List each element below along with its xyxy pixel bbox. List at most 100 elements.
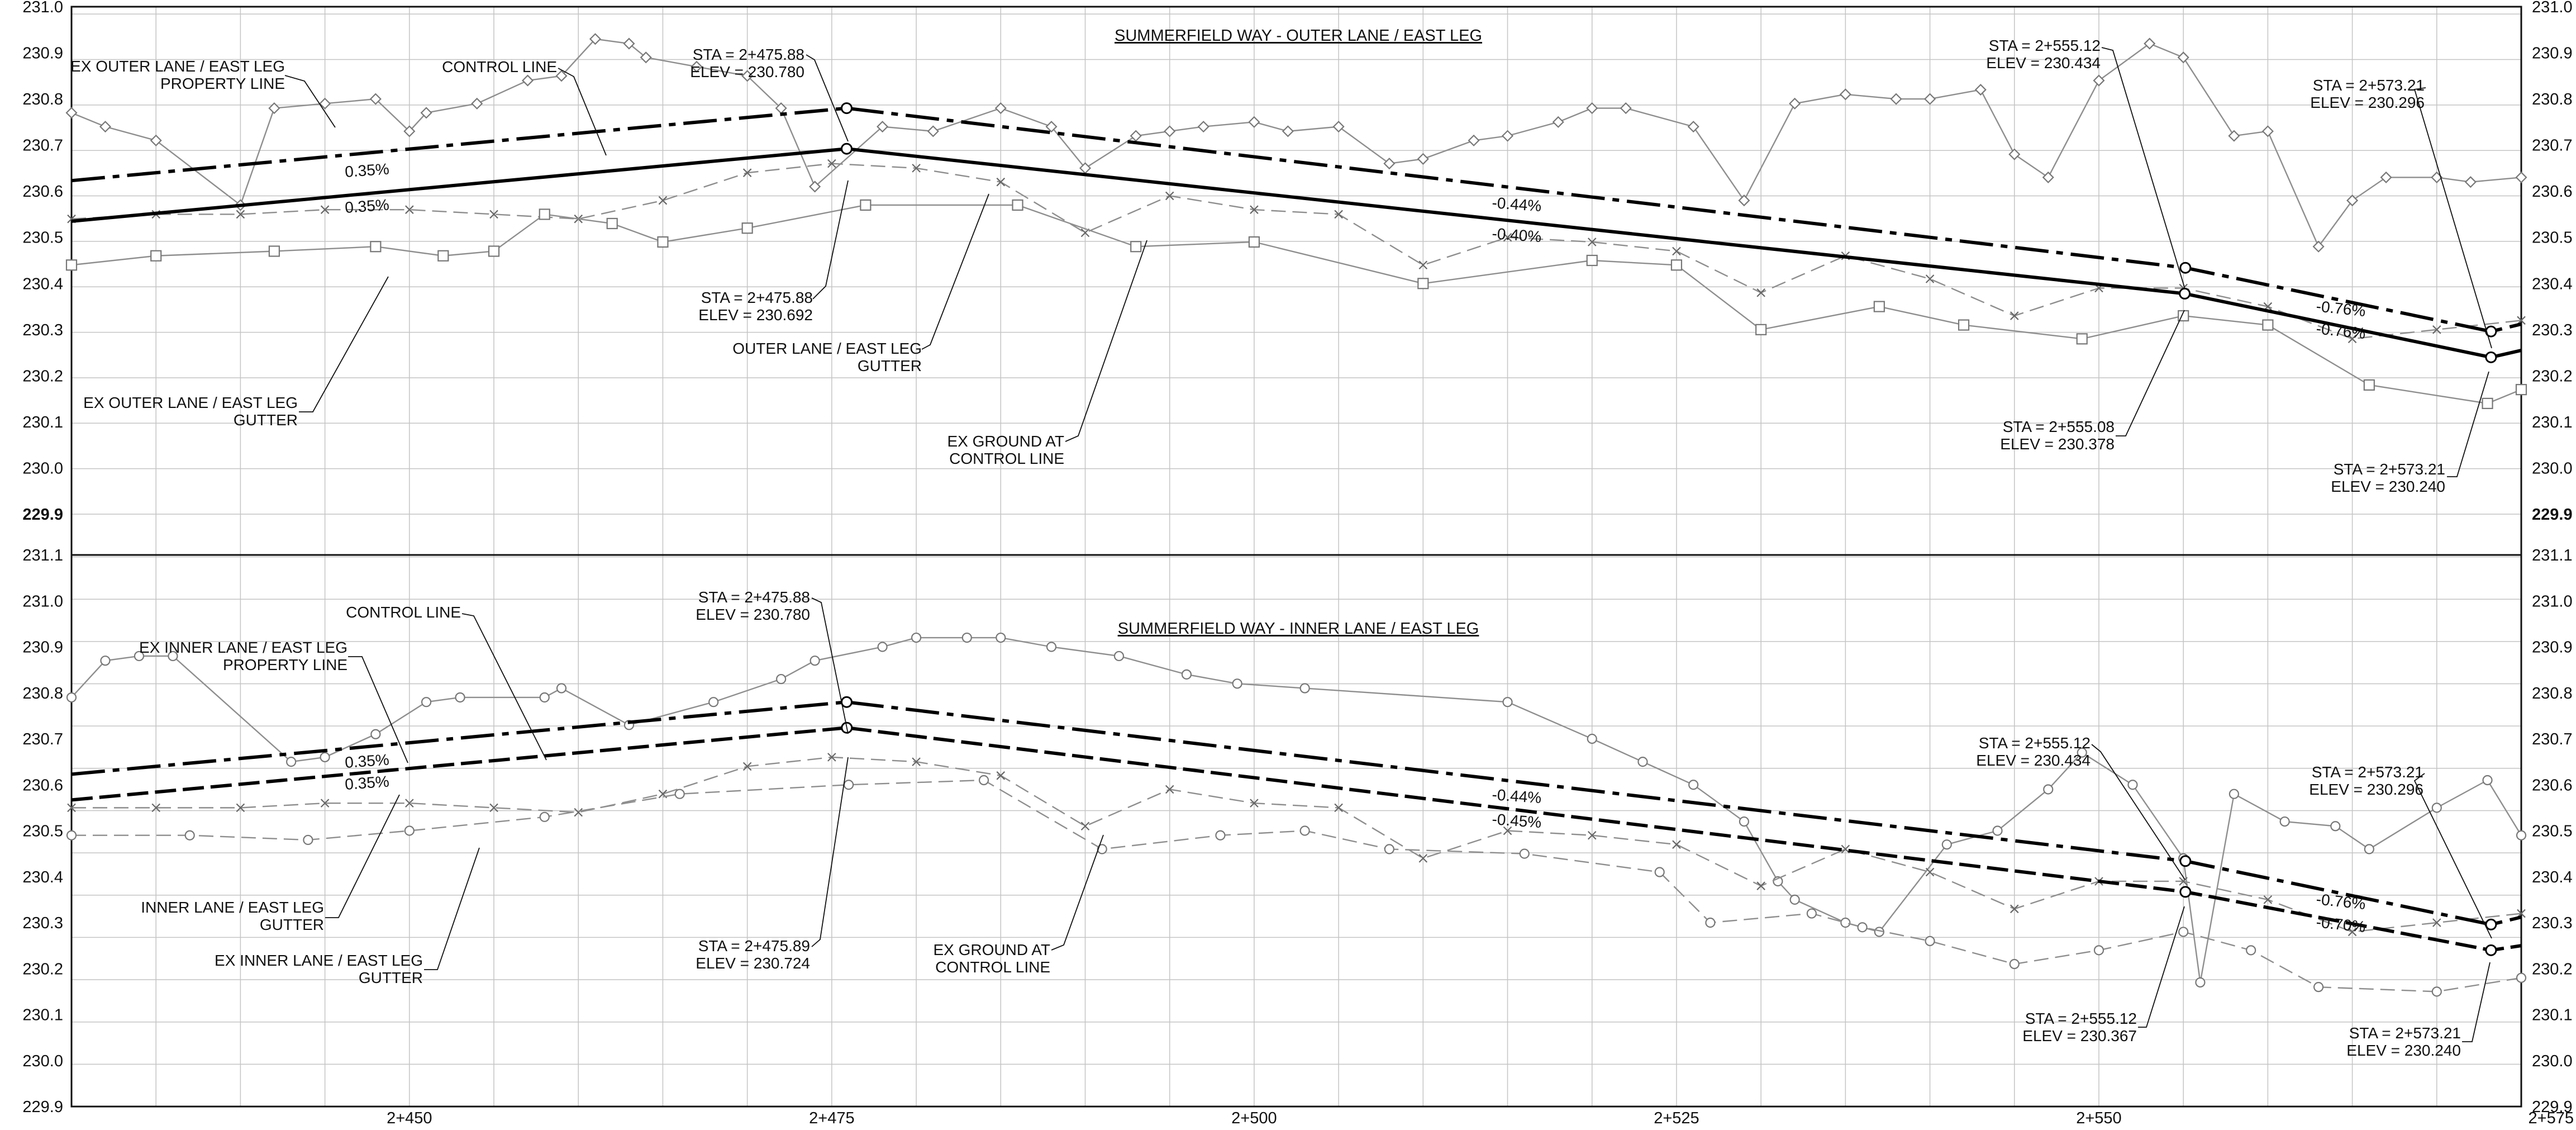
circle-survey-marker bbox=[2229, 789, 2239, 799]
callout-text-line: GUTTER bbox=[260, 916, 324, 933]
elevation-tick-label-right: 229.9 bbox=[2532, 506, 2573, 524]
leader-line bbox=[348, 656, 408, 763]
circle-survey-marker bbox=[370, 729, 381, 739]
diamond-survey-marker bbox=[1468, 134, 1480, 146]
leader-line bbox=[1051, 834, 1104, 951]
circle-survey-marker bbox=[1384, 844, 1394, 854]
leader-line bbox=[2116, 310, 2185, 436]
diamond-survey-marker bbox=[877, 121, 889, 133]
circle-survey-marker bbox=[2077, 747, 2087, 758]
elevation-tick-label-left: 230.3 bbox=[22, 914, 63, 932]
elevation-tick-label-left: 229.9 bbox=[22, 506, 63, 524]
x-survey-marker bbox=[1925, 274, 1935, 283]
elevation-tick-label-right: 230.7 bbox=[2532, 730, 2573, 748]
grade-percent-label: 0.35% bbox=[344, 751, 389, 771]
circle-survey-marker bbox=[2246, 945, 2256, 956]
square-survey-marker bbox=[2482, 397, 2493, 409]
callout-text-line: GUTTER bbox=[234, 411, 298, 429]
callout-text-line: STA = 2+475.89 bbox=[698, 937, 810, 955]
square-survey-marker bbox=[1012, 199, 1023, 211]
elevation-tick-label-left: 230.8 bbox=[22, 685, 63, 702]
callout-text-line: ELEV = 230.780 bbox=[696, 606, 810, 623]
x-survey-marker bbox=[1672, 246, 1681, 256]
diamond-survey-marker bbox=[994, 102, 1007, 115]
square-survey-marker bbox=[741, 222, 753, 234]
callout-text-line: CONTROL LINE bbox=[442, 58, 557, 75]
elevation-tick-label-left: 230.1 bbox=[22, 1006, 63, 1024]
leader-line bbox=[284, 75, 336, 128]
circle-survey-marker bbox=[66, 830, 77, 841]
callout-text-line: EX INNER LANE / EAST LEG bbox=[215, 952, 423, 969]
circle-survey-marker bbox=[961, 632, 972, 643]
elevation-tick-label-right: 230.9 bbox=[2532, 45, 2573, 63]
station-tick-label: 2+550 bbox=[2076, 1109, 2121, 1127]
circle-survey-marker bbox=[556, 683, 567, 694]
leader-line bbox=[325, 794, 400, 918]
callout-text-line: EX OUTER LANE / EAST LEG bbox=[70, 58, 285, 75]
square-survey-marker bbox=[1248, 236, 1260, 248]
square-survey-marker bbox=[1417, 278, 1429, 289]
callout-text-line: EX GROUND AT bbox=[947, 433, 1064, 450]
x-survey-marker bbox=[1080, 822, 1090, 831]
diamond-survey-marker bbox=[2346, 194, 2359, 207]
callout-text-line: STA = 2+555.12 bbox=[1989, 37, 2101, 54]
elevation-tick-label-right: 230.4 bbox=[2532, 868, 2573, 886]
grid-lines bbox=[71, 555, 2522, 1107]
x-survey-marker bbox=[1925, 867, 1935, 877]
callout-text-line: STA = 2+573.21 bbox=[2334, 460, 2445, 478]
callout-text-line: ELEV = 230.296 bbox=[2309, 781, 2423, 798]
existing-profile-line bbox=[65, 199, 2527, 409]
diamond-survey-marker bbox=[623, 37, 635, 50]
diamond-survey-marker bbox=[369, 93, 382, 105]
diamond-survey-marker bbox=[1789, 97, 1801, 110]
x-survey-marker bbox=[996, 177, 1006, 187]
elevation-tick-label-right: 230.3 bbox=[2532, 321, 2573, 339]
circle-survey-marker bbox=[1299, 683, 1310, 694]
x-survey-marker bbox=[1334, 803, 1343, 813]
diamond-survey-marker bbox=[1839, 88, 1851, 101]
circle-survey-marker bbox=[2043, 784, 2054, 795]
x-survey-marker bbox=[1165, 785, 1174, 794]
grade-break-node bbox=[840, 143, 853, 155]
x-survey-marker bbox=[405, 799, 414, 808]
circle-survey-marker bbox=[1857, 922, 1868, 933]
x-survey-marker bbox=[489, 803, 498, 813]
elevation-tick-label-right: 230.6 bbox=[2532, 776, 2573, 794]
diamond-survey-marker bbox=[1282, 125, 1294, 137]
circle-survey-marker bbox=[421, 697, 432, 708]
x-survey-marker bbox=[1672, 840, 1681, 849]
callout-text-line: STA = 2+475.88 bbox=[693, 46, 804, 63]
x-survey-marker bbox=[2432, 918, 2441, 927]
elevation-tick-label-left: 230.0 bbox=[22, 1052, 63, 1070]
circle-survey-marker bbox=[776, 673, 787, 685]
elevation-tick-label-right: 230.9 bbox=[2532, 639, 2573, 657]
x-survey-marker bbox=[996, 771, 1006, 780]
square-survey-marker bbox=[488, 245, 500, 257]
x-survey-marker bbox=[1587, 238, 1597, 246]
elevation-tick-label-left: 230.4 bbox=[22, 275, 63, 293]
x-survey-marker bbox=[489, 210, 498, 219]
callout-text-line: GUTTER bbox=[359, 969, 423, 986]
diamond-survey-marker bbox=[1197, 121, 1210, 133]
diamond-survey-marker bbox=[1332, 121, 1345, 133]
diamond-survey-marker bbox=[2312, 240, 2325, 253]
circle-survey-marker bbox=[1519, 848, 1530, 859]
circle-survey-marker bbox=[1941, 839, 1952, 850]
elevation-tick-label-right: 230.5 bbox=[2532, 823, 2573, 841]
elevation-tick-label-left: 230.0 bbox=[22, 459, 63, 477]
elevation-tick-label-right: 230.0 bbox=[2532, 459, 2573, 477]
circle-survey-marker bbox=[1299, 825, 1310, 836]
callout-label: CONTROL LINE bbox=[346, 604, 547, 761]
x-survey-marker bbox=[1334, 210, 1343, 219]
grade-break-node bbox=[2485, 944, 2497, 956]
leader-line bbox=[811, 597, 849, 734]
leader-line bbox=[461, 613, 547, 761]
grade-break-node bbox=[2179, 886, 2192, 898]
circle-survey-marker bbox=[539, 811, 550, 822]
callout-text-line: STA = 2+573.21 bbox=[2312, 763, 2423, 781]
circle-survey-marker bbox=[996, 632, 1006, 643]
